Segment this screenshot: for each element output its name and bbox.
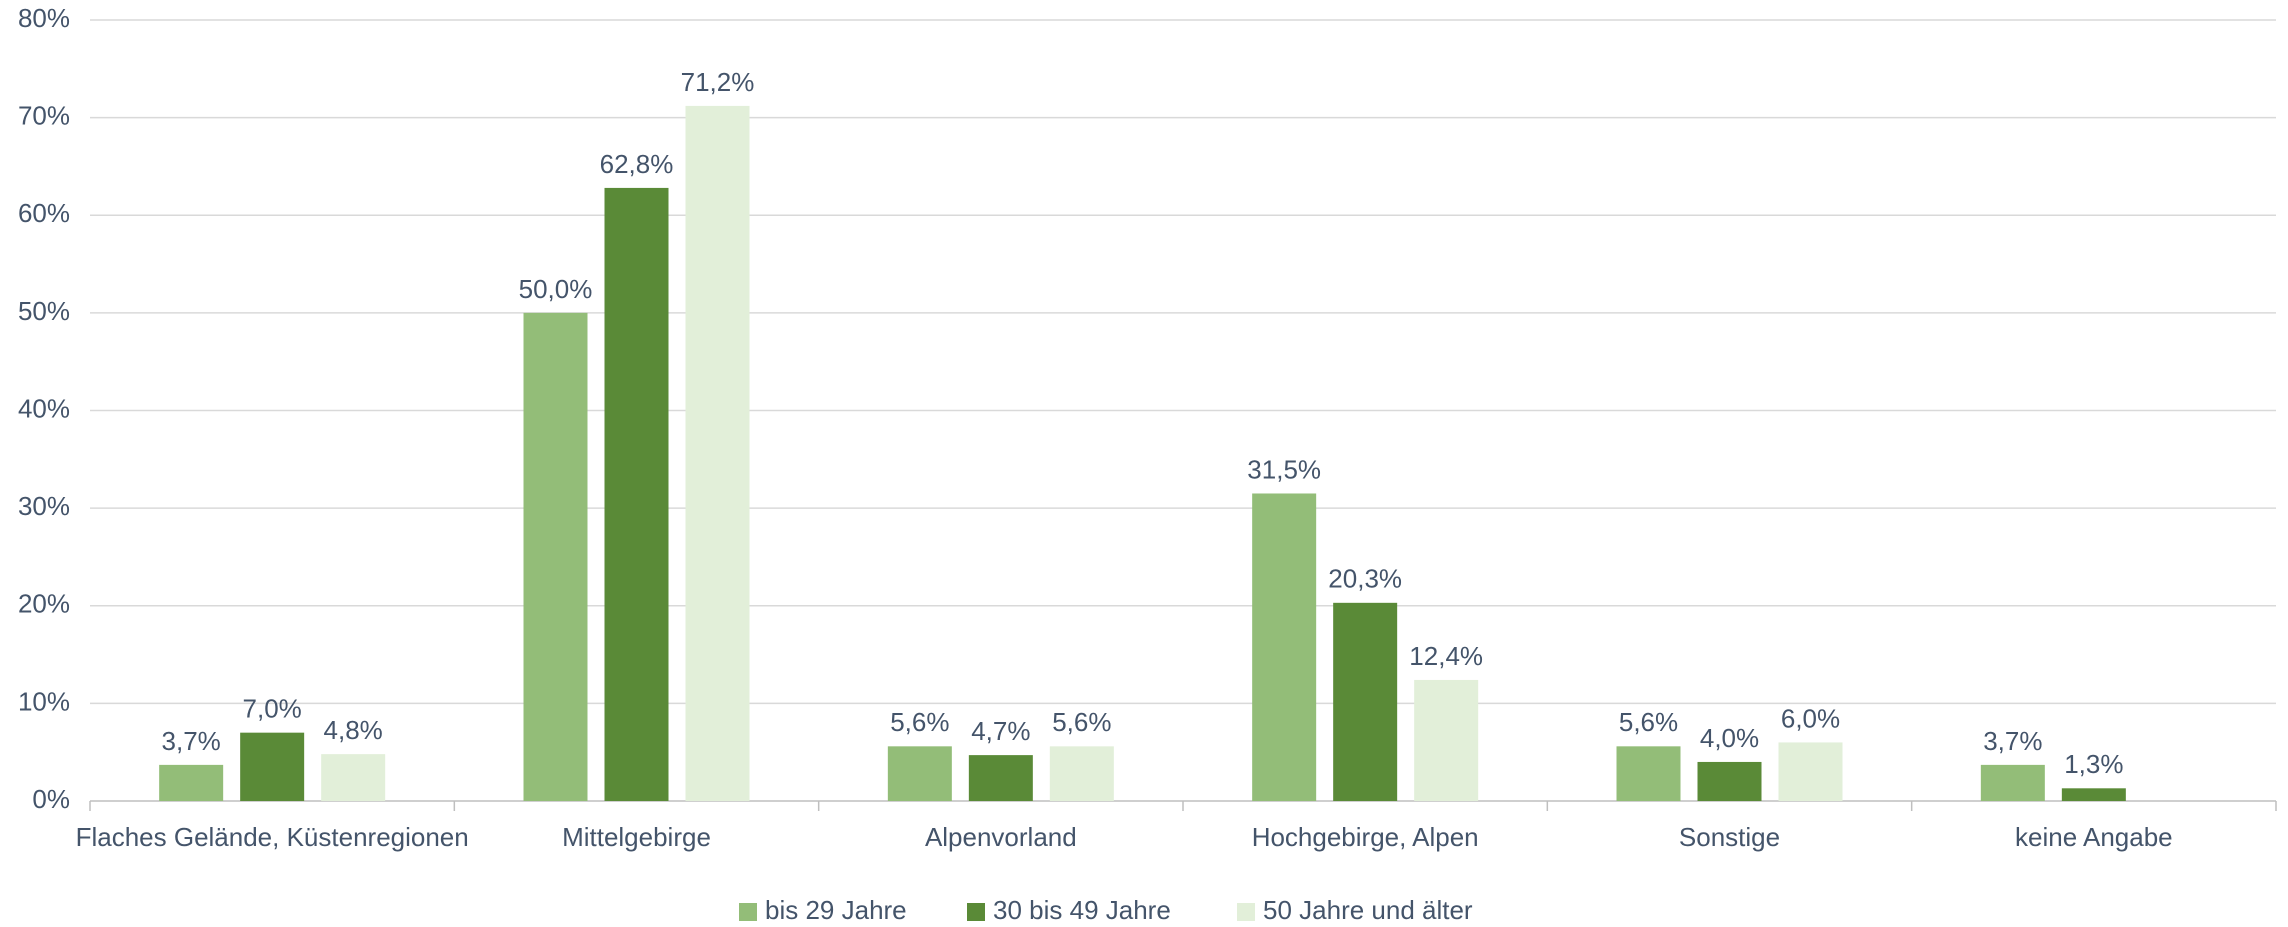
y-tick-label: 40%: [18, 393, 70, 423]
bar: [1616, 746, 1681, 801]
data-label: 50,0%: [519, 274, 593, 304]
data-label: 1,3%: [2064, 749, 2123, 779]
y-tick-label: 20%: [18, 589, 70, 619]
legend-swatch: [739, 903, 757, 921]
y-tick-label: 60%: [18, 198, 70, 228]
data-label: 4,0%: [1700, 723, 1759, 753]
data-label: 62,8%: [600, 149, 674, 179]
bar: [968, 755, 1033, 801]
bar: [685, 105, 750, 801]
x-tick-label: Flaches Gelände, Küstenregionen: [76, 822, 469, 852]
bar: [2061, 788, 2126, 801]
data-label: 3,7%: [1983, 726, 2042, 756]
x-tick-label: Sonstige: [1679, 822, 1780, 852]
legend-swatch: [1237, 903, 1255, 921]
bar: [523, 312, 588, 801]
bar: [1697, 761, 1762, 801]
data-label: 4,7%: [971, 716, 1030, 746]
bar: [887, 746, 952, 801]
y-tick-label: 70%: [18, 101, 70, 131]
data-label: 5,6%: [890, 707, 949, 737]
legend-label: bis 29 Jahre: [765, 895, 907, 925]
bar: [1414, 679, 1479, 801]
bar: [1778, 742, 1843, 801]
y-tick-label: 10%: [18, 686, 70, 716]
data-label: 6,0%: [1781, 703, 1840, 733]
x-tick-label: Mittelgebirge: [562, 822, 711, 852]
bar: [1252, 493, 1317, 801]
legend-label: 30 bis 49 Jahre: [993, 895, 1171, 925]
data-label: 5,6%: [1619, 707, 1678, 737]
bar: [159, 764, 224, 801]
data-label: 31,5%: [1247, 454, 1321, 484]
bar: [604, 187, 669, 802]
data-label: 5,6%: [1052, 707, 1111, 737]
data-label: 3,7%: [162, 726, 221, 756]
bar: [1049, 746, 1114, 801]
y-tick-label: 80%: [18, 3, 70, 33]
legend-label: 50 Jahre und älter: [1263, 895, 1473, 925]
bar: [321, 754, 386, 801]
y-tick-label: 30%: [18, 491, 70, 521]
x-tick-label: keine Angabe: [2015, 822, 2173, 852]
y-tick-label: 0%: [32, 784, 70, 814]
legend-swatch: [967, 903, 985, 921]
x-tick-label: Alpenvorland: [925, 822, 1077, 852]
data-label: 20,3%: [1328, 564, 1402, 594]
bar: [240, 732, 305, 801]
data-label: 7,0%: [243, 694, 302, 724]
data-label: 12,4%: [1409, 641, 1483, 671]
x-tick-label: Hochgebirge, Alpen: [1252, 822, 1479, 852]
data-label: 71,2%: [681, 67, 755, 97]
bar: [1980, 764, 2045, 801]
y-tick-label: 50%: [18, 296, 70, 326]
data-label: 4,8%: [324, 715, 383, 745]
bar: [1333, 602, 1398, 801]
